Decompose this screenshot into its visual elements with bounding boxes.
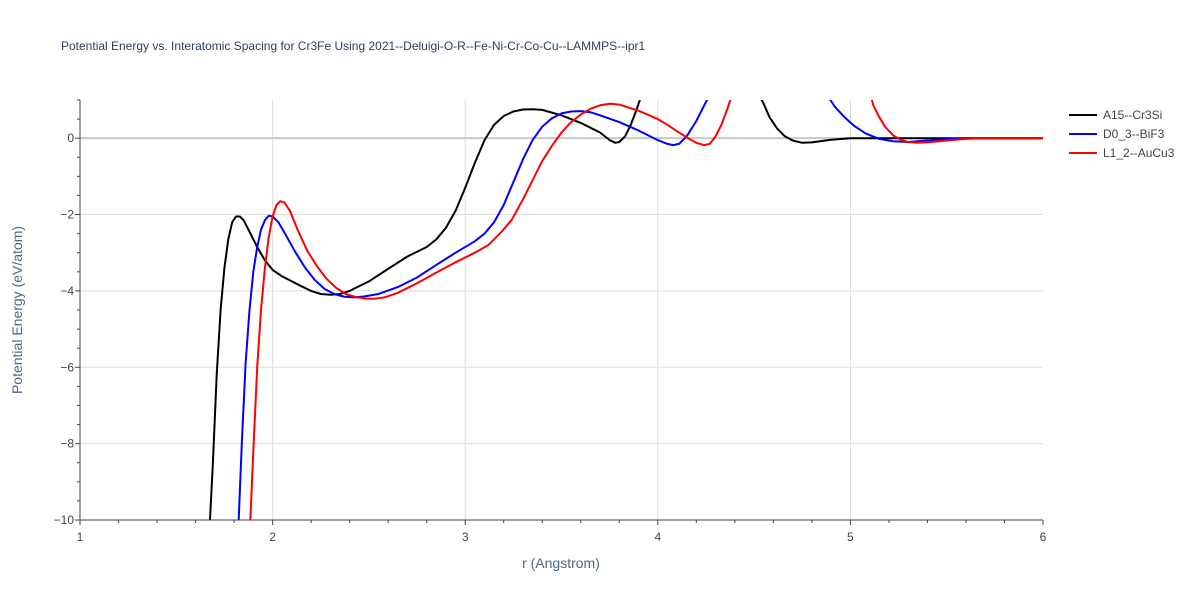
legend-label: L1_2--AuCu3 [1103, 146, 1175, 160]
series-line-d0-3-bif3 [829, 100, 1043, 143]
series-line-l1-2-aucu3 [870, 100, 1043, 144]
series-line-a15-cr3si [760, 100, 1043, 144]
x-axis-title: r (Angstrom) [522, 555, 600, 571]
series-line-a15-cr3si [208, 100, 641, 520]
legend-item[interactable]: L1_2--AuCu3 [1069, 146, 1175, 160]
legend-item[interactable]: D0_3--BiF3 [1069, 127, 1165, 141]
y-tick-label: 0 [67, 131, 74, 145]
x-tick-label: 2 [269, 530, 276, 544]
legend: A15--Cr3Si D0_3--BiF3 L1_2--AuCu3 [1069, 108, 1175, 160]
x-tick-label: 6 [1040, 530, 1047, 544]
series-line-d0-3-bif3 [237, 100, 709, 520]
x-tick-label: 1 [77, 530, 84, 544]
grid-lines [80, 100, 1043, 520]
series-lines [208, 100, 1043, 520]
y-tick-label: −4 [60, 284, 74, 298]
y-tick-label: −2 [60, 208, 74, 222]
legend-label: D0_3--BiF3 [1103, 127, 1165, 141]
axes: 1 2 3 4 5 6 0 −2 −4 −6 −8 −10 [54, 99, 1047, 544]
legend-item[interactable]: A15--Cr3Si [1069, 108, 1162, 122]
x-tick-label: 3 [462, 530, 469, 544]
y-axis-title: Potential Energy (eV/atom) [9, 226, 25, 394]
series-line-l1-2-aucu3 [249, 100, 732, 520]
y-tick-label: −6 [60, 360, 74, 374]
legend-label: A15--Cr3Si [1103, 108, 1162, 122]
y-tick-label: −10 [54, 513, 75, 527]
y-tick-label: −8 [60, 437, 74, 451]
x-tick-label: 5 [847, 530, 854, 544]
x-tick-label: 4 [654, 530, 661, 544]
chart-title: Potential Energy vs. Interatomic Spacing… [61, 39, 645, 53]
